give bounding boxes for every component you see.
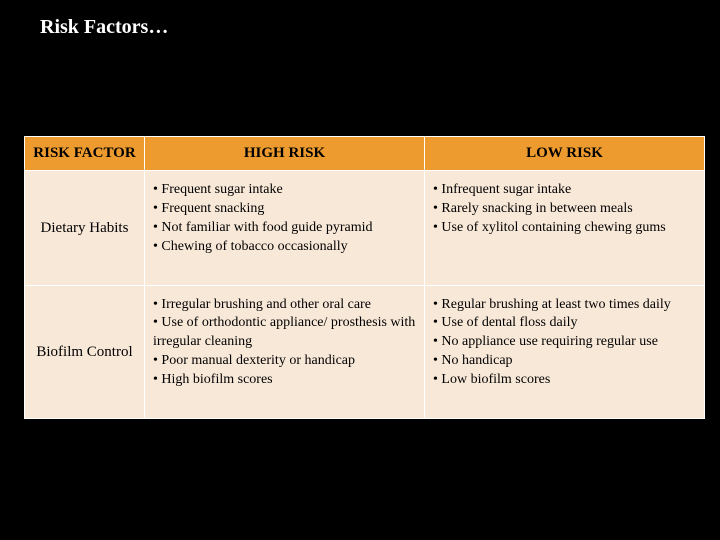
cell-dietary-low: • Infrequent sugar intake• Rarely snacki… [425, 171, 705, 286]
cell-biofilm-low: • Regular brushing at least two times da… [425, 285, 705, 418]
col-header-risk-factor: RISK FACTOR [25, 137, 145, 171]
cell-biofilm-high: • Irregular brushing and other oral care… [145, 285, 425, 418]
row-label-biofilm: Biofilm Control [25, 285, 145, 418]
row-label-dietary: Dietary Habits [25, 171, 145, 286]
slide-title: Risk Factors… [0, 0, 720, 39]
table-header-row: RISK FACTOR HIGH RISK LOW RISK [25, 137, 705, 171]
table-row: Dietary Habits • Frequent sugar intake• … [25, 171, 705, 286]
col-header-low-risk: LOW RISK [425, 137, 705, 171]
cell-dietary-high: • Frequent sugar intake• Frequent snacki… [145, 171, 425, 286]
table-row: Biofilm Control • Irregular brushing and… [25, 285, 705, 418]
col-header-high-risk: HIGH RISK [145, 137, 425, 171]
risk-table: RISK FACTOR HIGH RISK LOW RISK Dietary H… [24, 136, 705, 419]
risk-table-container: RISK FACTOR HIGH RISK LOW RISK Dietary H… [24, 136, 704, 419]
